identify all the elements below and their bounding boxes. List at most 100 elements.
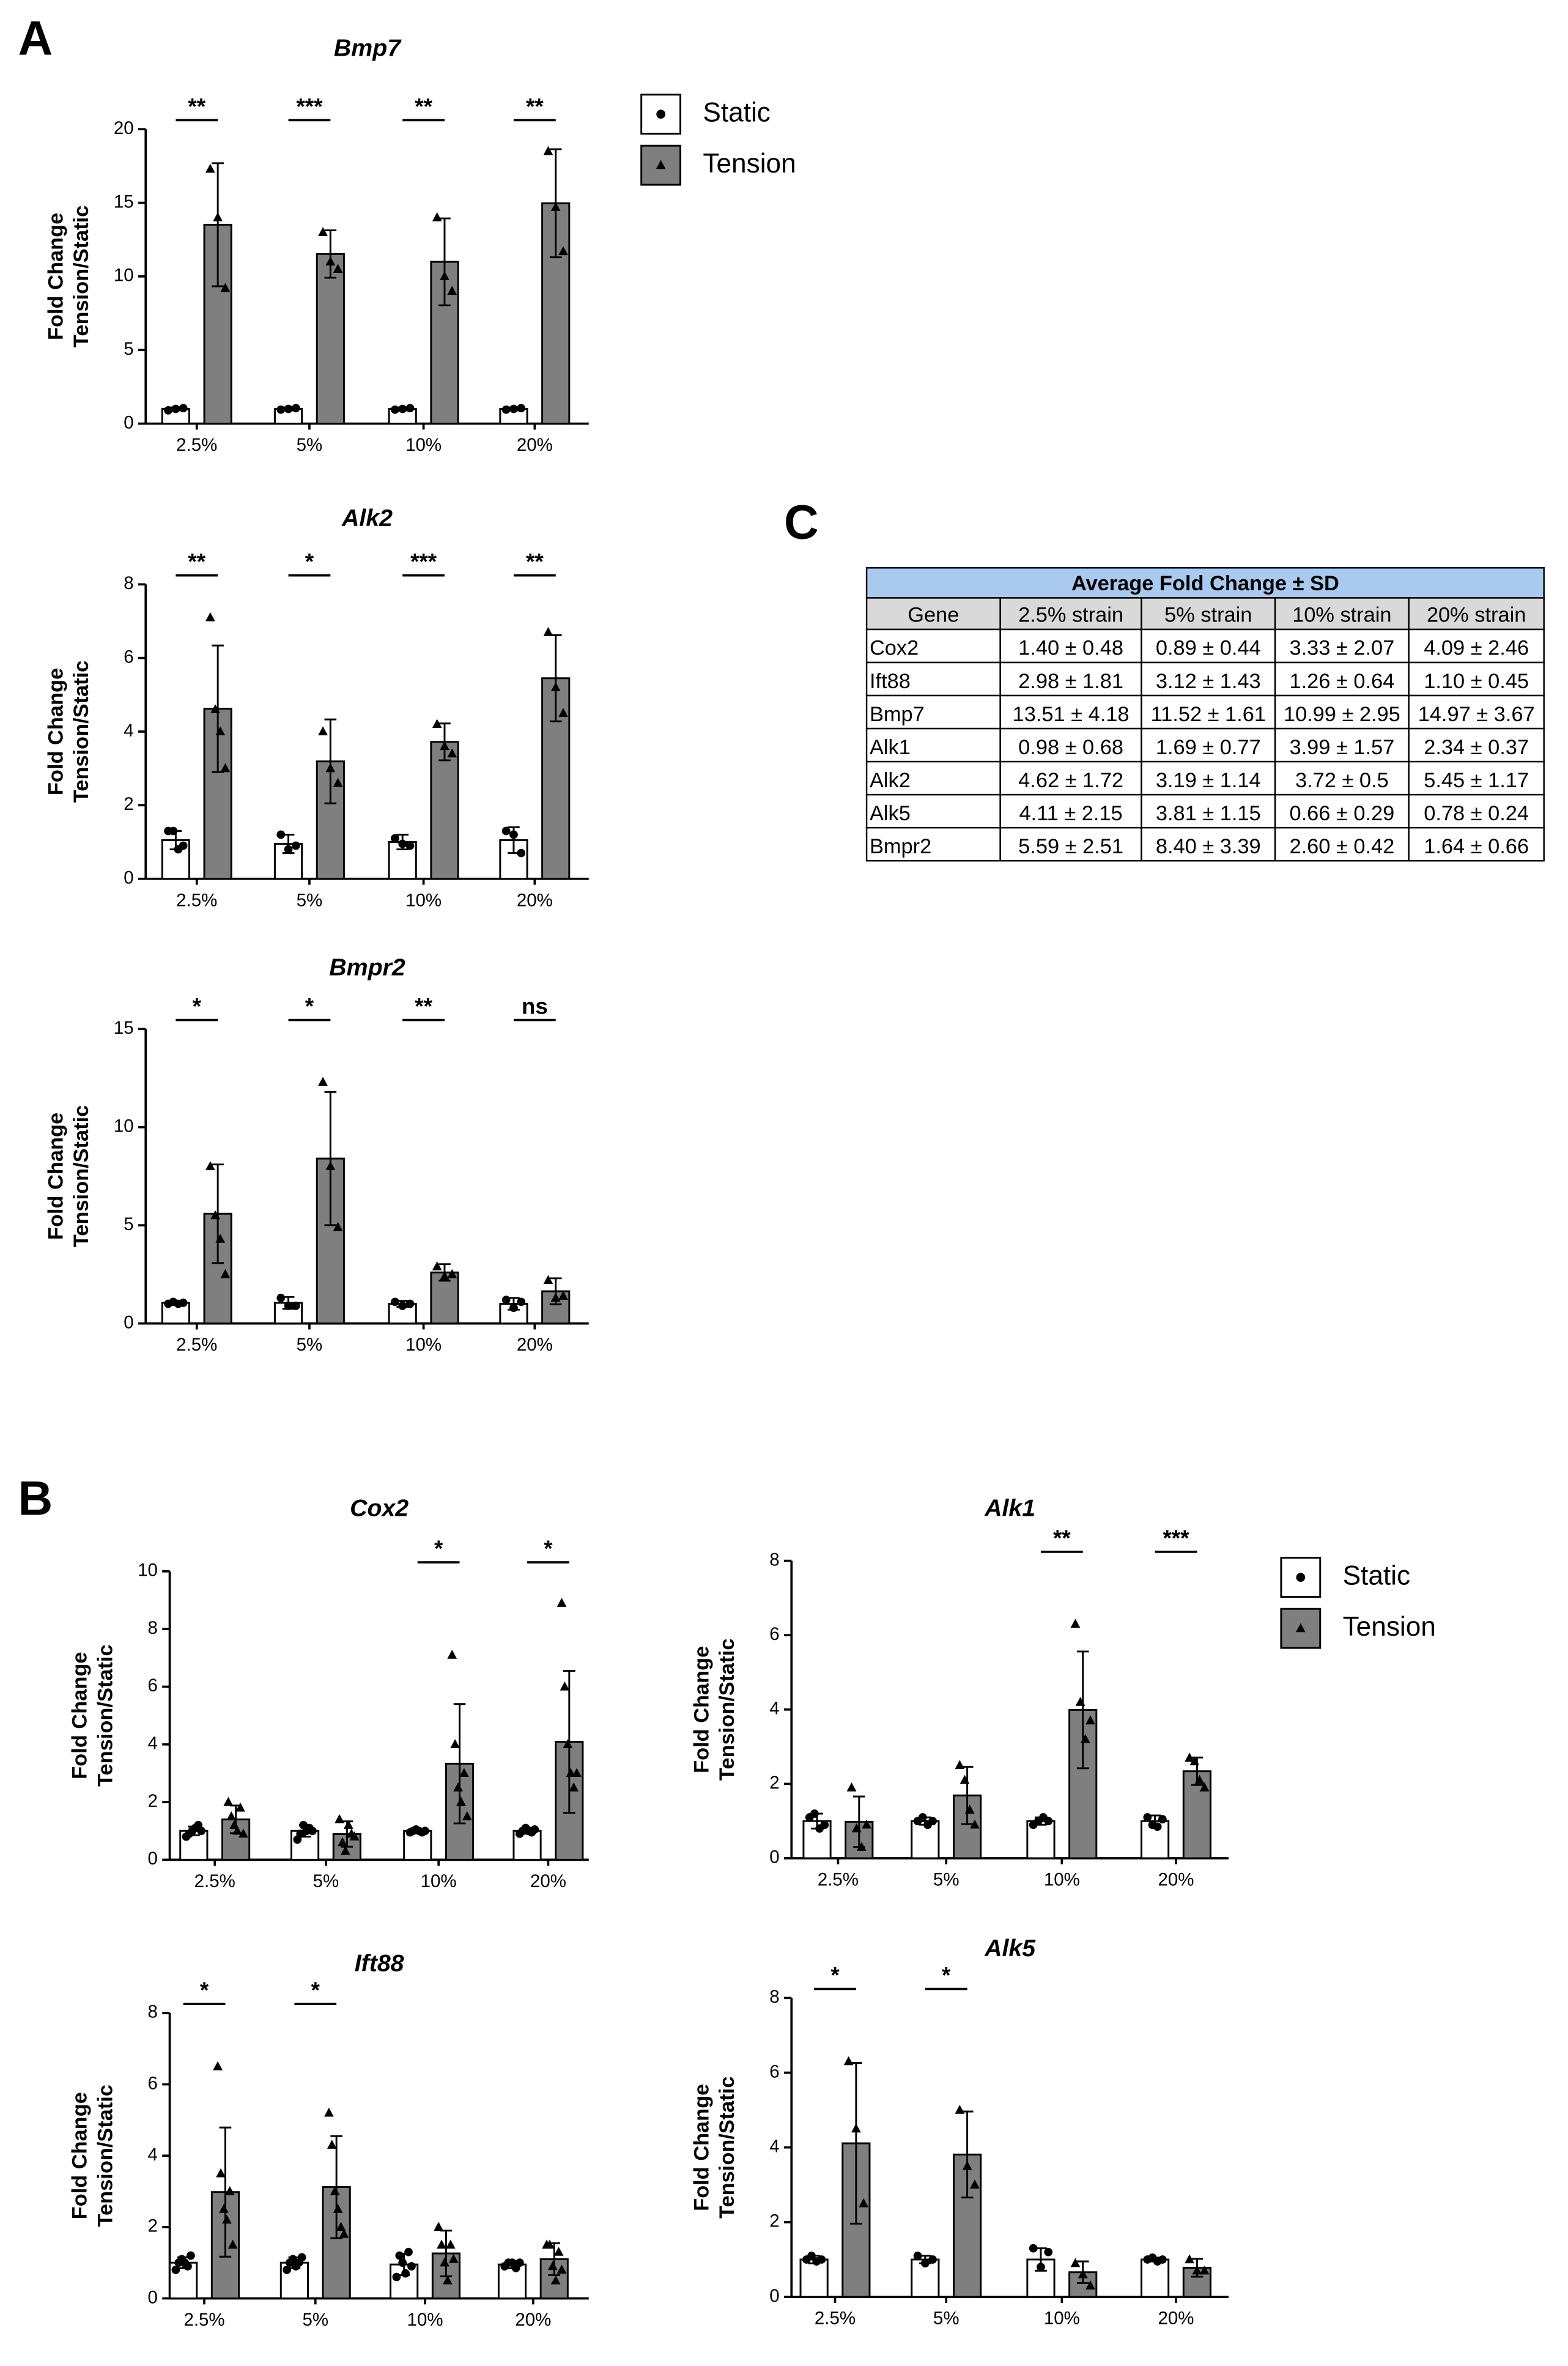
y-tick-label: 2 [124, 794, 133, 814]
y-axis-label: Fold Change [44, 668, 67, 795]
y-tick-label: 2 [769, 1773, 779, 1793]
data-point [205, 1161, 215, 1171]
y-tick-label: 8 [148, 1618, 158, 1638]
data-point [530, 1825, 539, 1834]
table-cell-text: 1.64 ± 0.66 [1424, 835, 1529, 858]
data-point [333, 2204, 343, 2213]
table-cell-text: 0.89 ± 0.44 [1156, 637, 1261, 660]
table-cell [1408, 826, 1545, 862]
table-cell-text: 1.10 ± 0.45 [1424, 670, 1529, 693]
column-header: 10% strain [1292, 604, 1391, 627]
data-point [515, 2258, 524, 2268]
y-tick-label: 5 [124, 339, 133, 359]
data-point [1158, 1815, 1167, 1823]
data-point [928, 1817, 937, 1826]
significance-label: * [830, 1963, 840, 1988]
bar [1141, 2258, 1170, 2298]
table-cell-text: 3.99 ± 1.57 [1289, 736, 1394, 759]
data-point [970, 2179, 980, 2189]
data-point [291, 1301, 300, 1310]
data-point [964, 1804, 975, 1814]
y-tick-label: 6 [148, 2073, 158, 2093]
x-tick-label: 20% [517, 1335, 553, 1355]
table-cell-text: 1.40 ± 0.48 [1018, 637, 1123, 660]
y-axis-label: Fold Change [68, 2092, 92, 2219]
chart-title: Bmpr2 [329, 954, 405, 981]
y-tick-label: 15 [114, 1018, 134, 1038]
y-tick-label: 10 [114, 1116, 134, 1137]
data-point [1044, 1817, 1053, 1826]
significance-label: * [544, 1536, 553, 1561]
data-point [276, 1294, 286, 1302]
data-point [913, 2251, 922, 2260]
table-cell [1274, 826, 1410, 862]
x-tick-label: 2.5% [176, 890, 217, 910]
data-point [509, 830, 518, 839]
y-axis-label: Fold Change [44, 213, 67, 340]
x-tick-label: 10% [1044, 2309, 1080, 2329]
data-point [517, 404, 526, 413]
data-point [398, 839, 407, 848]
data-point [432, 719, 442, 729]
data-point [962, 2160, 972, 2170]
table-cell [1141, 826, 1276, 862]
data-point [335, 1814, 344, 1823]
x-tick-label: 20% [515, 2310, 551, 2330]
data-point [229, 1820, 240, 1829]
significance-label: * [434, 1536, 443, 1561]
y-tick-label: 2 [148, 2216, 158, 2236]
data-point [447, 1269, 457, 1278]
y-axis-label: Fold Change [690, 1646, 713, 1773]
panel-letter: C [784, 495, 819, 549]
data-point [450, 1739, 460, 1748]
x-tick-label: 5% [313, 1871, 339, 1891]
table-cell [1408, 628, 1545, 664]
data-point [545, 2239, 555, 2249]
y-tick-label: 8 [769, 1549, 779, 1570]
data-point [284, 845, 293, 854]
y-tick-label: 0 [124, 1312, 133, 1332]
data-point [318, 1077, 328, 1086]
x-tick-label: 2.5% [815, 2309, 856, 2329]
data-point [543, 146, 553, 155]
data-point [179, 1299, 188, 1307]
data-point [440, 2257, 449, 2267]
data-point [220, 763, 231, 773]
table-cell-text: 11.52 ± 1.61 [1151, 703, 1266, 726]
y-tick-label: 15 [114, 191, 134, 212]
table-cell [999, 793, 1142, 829]
data-point [1143, 1813, 1152, 1822]
significance-label: * [305, 549, 314, 574]
table-cell-text: Alk2 [870, 769, 911, 792]
y-tick-label: 6 [148, 1675, 158, 1696]
data-point [226, 1811, 237, 1820]
y-tick-label: 0 [148, 1849, 158, 1869]
significance-label: * [193, 994, 202, 1019]
table-cell-text: 13.51 ± 4.18 [1013, 703, 1130, 726]
data-point [224, 2186, 235, 2195]
significance-label: * [311, 1978, 320, 2003]
data-point [501, 1296, 511, 1304]
data-point [443, 2275, 453, 2285]
y-tick-label: 20 [114, 118, 134, 138]
data-point [205, 163, 215, 173]
legend-symbol [1296, 1573, 1306, 1582]
data-point [227, 2239, 238, 2249]
data-point [276, 405, 286, 414]
data-point [1037, 2263, 1045, 2272]
table-cell [1274, 694, 1410, 730]
y-tick-label: 5 [124, 1214, 133, 1234]
header-cell [1141, 597, 1276, 631]
significance-label: ** [188, 94, 205, 119]
table-cell [1274, 793, 1410, 829]
data-point [543, 626, 553, 636]
table-cell-text: 3.72 ± 0.5 [1295, 769, 1389, 792]
data-point [851, 1823, 862, 1833]
data-point [447, 748, 457, 758]
data-point [1192, 2265, 1202, 2275]
y-axis-label: Fold Change [690, 2084, 713, 2211]
error-bar [324, 1091, 337, 1226]
y-tick-label: 4 [148, 1734, 158, 1754]
data-point [920, 2259, 930, 2268]
x-tick-label: 5% [933, 1870, 960, 1890]
